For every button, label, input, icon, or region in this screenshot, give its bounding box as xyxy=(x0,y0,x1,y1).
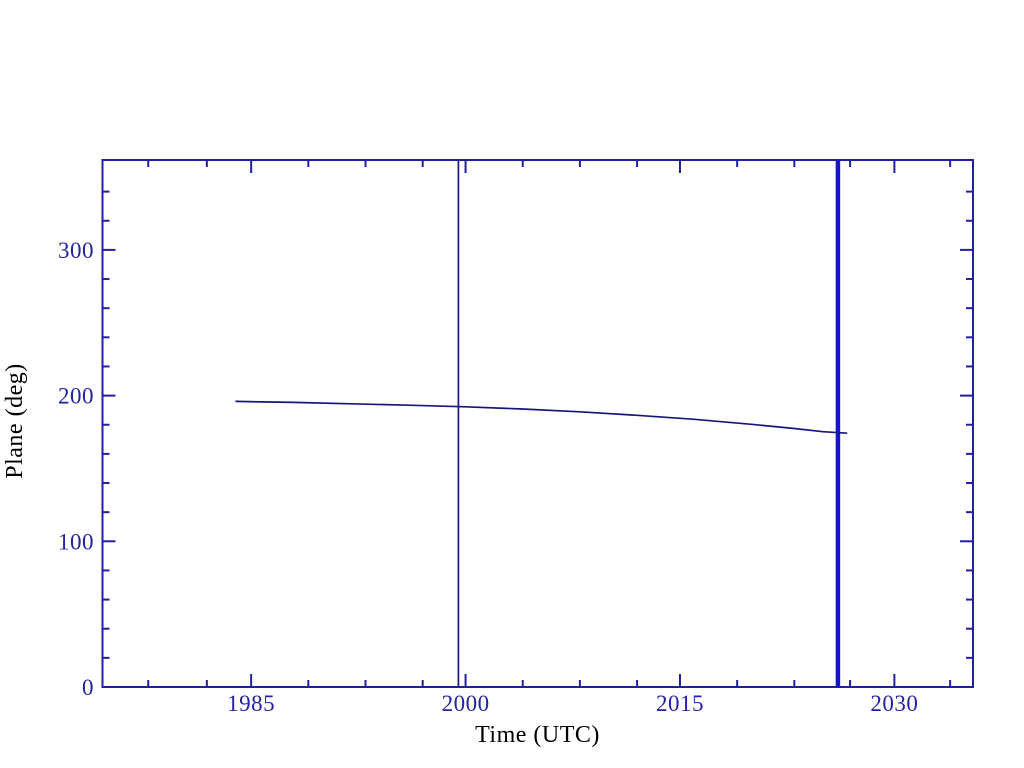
y-tick-label: 200 xyxy=(58,384,94,409)
y-axis-title: Plane (deg) xyxy=(2,363,28,478)
y-tick-label: 300 xyxy=(58,238,94,263)
x-tick-label: 2030 xyxy=(870,691,918,716)
x-tick-label: 1985 xyxy=(227,691,275,716)
axis-tick-labels: 1985 2000 2015 2030 0 100 200 300 xyxy=(58,238,918,716)
data-series-layer xyxy=(235,160,848,687)
axis-ticks xyxy=(102,160,973,688)
x-tick-label: 2015 xyxy=(656,691,704,716)
y-tick-label: 100 xyxy=(58,529,94,554)
plot-frame xyxy=(101,159,974,688)
plane-angle-vs-time-curve xyxy=(235,400,848,435)
axes-frame xyxy=(101,159,974,688)
x-axis-title: Time (UTC) xyxy=(475,722,600,748)
x-tick-label: 2000 xyxy=(442,691,490,716)
y-tick-label: 0 xyxy=(82,675,94,700)
